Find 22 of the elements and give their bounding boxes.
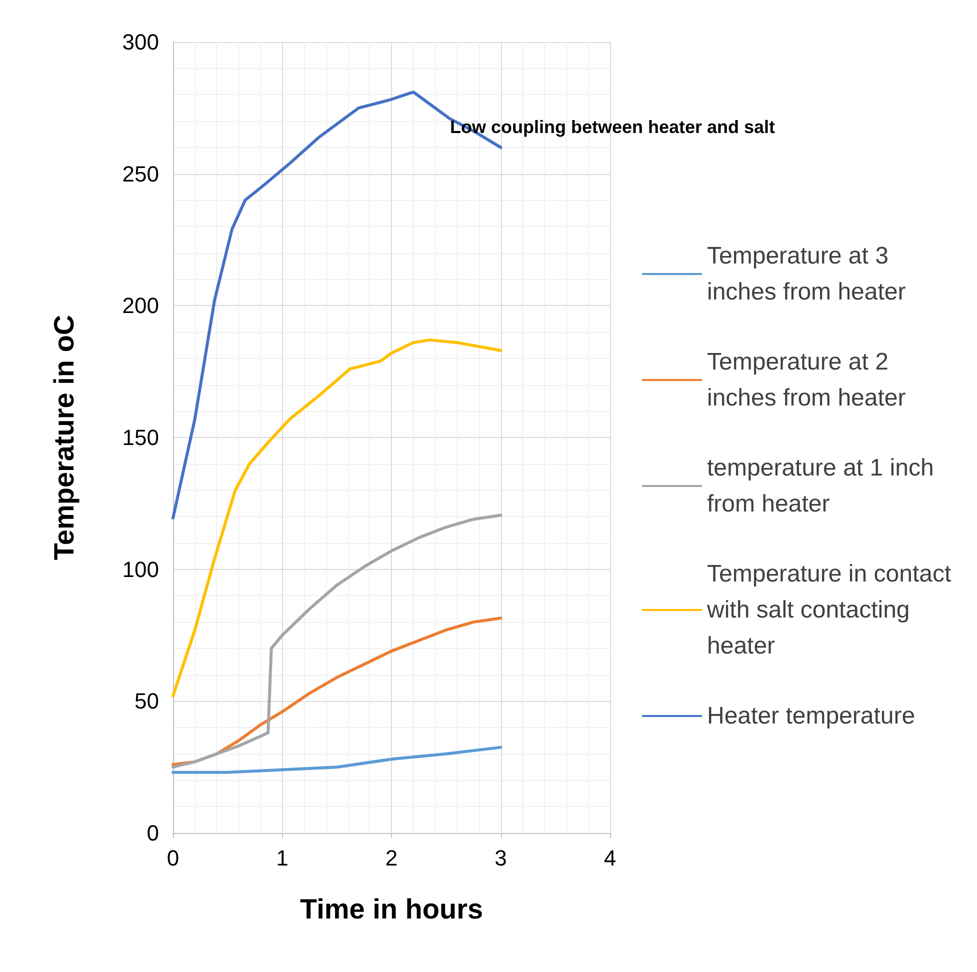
y-tick-label: 200	[122, 293, 159, 318]
legend-label: Temperature at 3 inches from heater	[707, 242, 906, 306]
legend-label: temperature at 1 inch from heater	[707, 454, 940, 518]
x-tick-label: 4	[604, 846, 616, 870]
legend-label: Heater temperature	[707, 702, 916, 730]
x-tick-label: 2	[385, 846, 398, 870]
legend-label: Temperature in contact with salt contacting heater	[706, 560, 958, 660]
y-tick-label: 100	[122, 556, 159, 582]
y-axis-title: Temperature in oC	[48, 314, 80, 560]
y-tick-label: 250	[122, 161, 159, 186]
line-series	[172, 514, 502, 769]
line-series	[172, 746, 502, 774]
y-tick-label: 150	[122, 425, 159, 450]
x-axis-title: Time in hours	[300, 894, 484, 924]
y-tick-label: 50	[134, 688, 159, 714]
legend-label: Temperature at 2 inches from heater	[707, 348, 906, 412]
x-tick-label: 1	[276, 846, 288, 870]
x-tick-label: 3	[494, 846, 507, 870]
x-tick-label: 0	[166, 846, 180, 870]
y-tick-label: 300	[122, 30, 159, 54]
y-tick-label: 0	[146, 820, 159, 846]
line-series	[172, 338, 502, 698]
